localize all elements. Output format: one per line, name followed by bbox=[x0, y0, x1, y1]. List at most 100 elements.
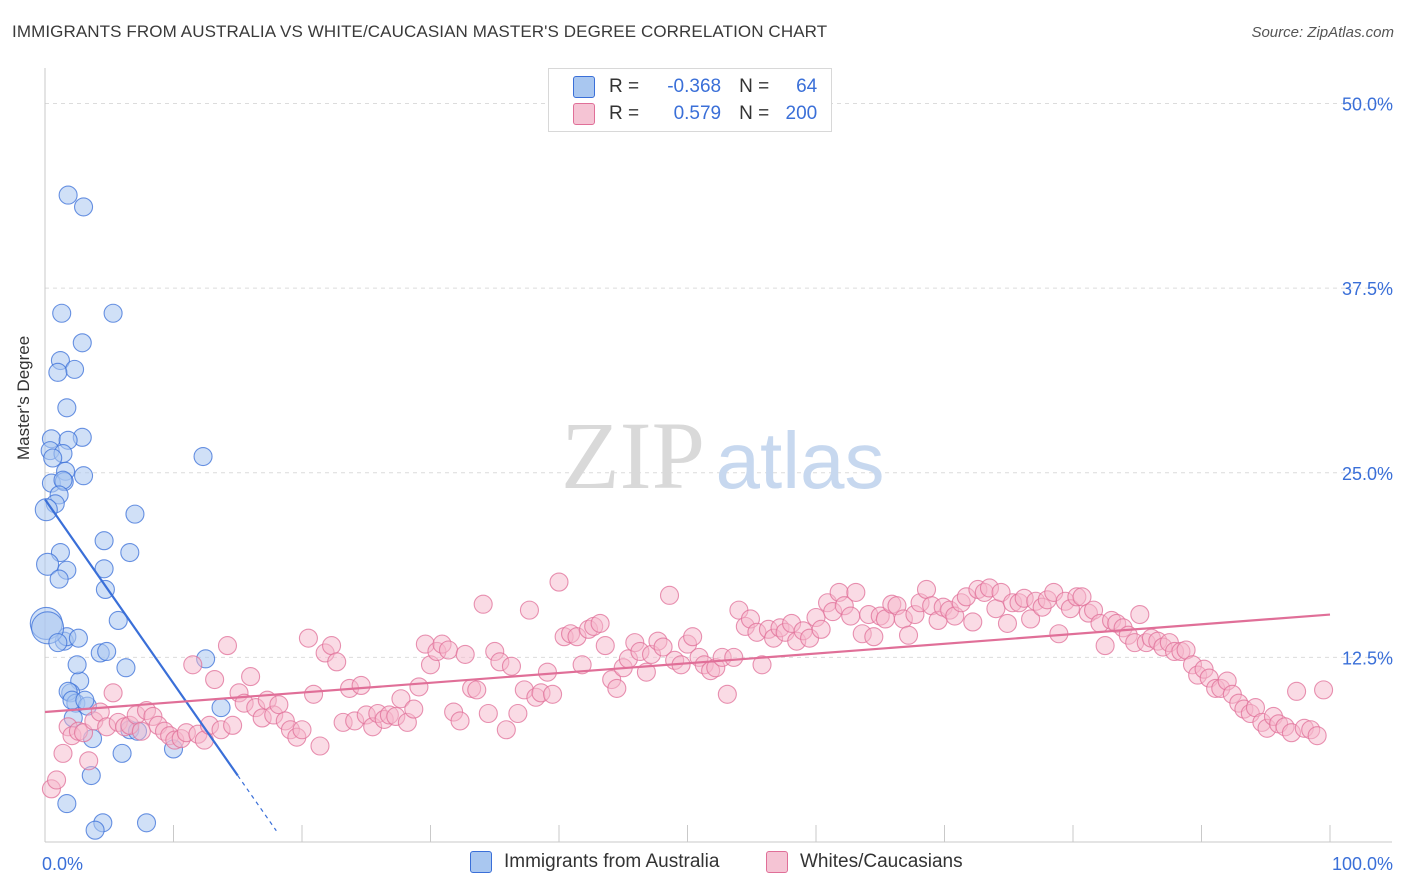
trend-lines bbox=[44, 498, 1331, 832]
point-australia bbox=[57, 398, 77, 418]
point-whites bbox=[304, 684, 324, 704]
point-whites bbox=[467, 680, 487, 700]
watermark-atlas: atlas bbox=[716, 416, 885, 505]
point-whites bbox=[310, 736, 330, 756]
point-whites bbox=[183, 655, 203, 675]
point-whites bbox=[683, 627, 703, 647]
point-australia bbox=[58, 185, 78, 205]
point-australia bbox=[68, 628, 88, 648]
point-australia bbox=[125, 504, 145, 524]
point-whites bbox=[103, 683, 123, 703]
point-whites bbox=[1307, 726, 1327, 746]
point-whites bbox=[131, 721, 151, 741]
point-whites bbox=[409, 677, 429, 697]
point-whites bbox=[450, 711, 470, 731]
point-whites bbox=[724, 647, 744, 667]
point-whites bbox=[549, 572, 569, 592]
point-whites bbox=[455, 644, 475, 664]
watermark-zip: ZIP bbox=[561, 402, 705, 509]
bottom-legend-whites: Whites/Caucasians bbox=[766, 851, 963, 873]
bottom-legend-swatch-blue bbox=[470, 851, 492, 873]
legend-row-australia: R = -0.368 N = 64 bbox=[573, 75, 817, 99]
point-whites bbox=[841, 606, 861, 626]
point-whites bbox=[653, 637, 673, 657]
point-whites bbox=[404, 699, 424, 719]
point-whites bbox=[1314, 680, 1334, 700]
point-australia bbox=[67, 655, 87, 675]
point-whites bbox=[1072, 587, 1092, 607]
point-whites bbox=[1287, 681, 1307, 701]
point-whites bbox=[223, 715, 243, 735]
point-australia bbox=[94, 559, 114, 579]
point-australia bbox=[34, 498, 58, 522]
point-australia bbox=[116, 658, 136, 678]
point-australia bbox=[112, 743, 132, 763]
point-whites bbox=[898, 625, 919, 645]
point-whites bbox=[595, 636, 615, 656]
point-australia bbox=[48, 362, 68, 382]
point-australia bbox=[103, 303, 123, 323]
legend-n-value: 64 bbox=[796, 76, 818, 97]
x-tick-label: 0.0% bbox=[42, 854, 83, 874]
legend-n-value: 200 bbox=[785, 103, 818, 124]
x-tick-label: 100.0% bbox=[1332, 854, 1393, 874]
point-australia bbox=[193, 446, 213, 467]
watermark: ZIP atlas bbox=[561, 402, 884, 509]
point-australia bbox=[120, 542, 140, 563]
point-whites bbox=[508, 703, 528, 724]
point-australia bbox=[108, 610, 128, 631]
legend-r-label: R = bbox=[609, 76, 640, 97]
point-whites bbox=[963, 612, 983, 632]
point-whites bbox=[53, 743, 73, 763]
point-whites bbox=[47, 770, 67, 790]
legend-r-value: 0.579 bbox=[673, 103, 722, 124]
point-whites bbox=[916, 579, 937, 599]
series-whites bbox=[41, 572, 1334, 799]
legend-row-whites: R = 0.579 N = 200 bbox=[573, 102, 817, 126]
point-australia bbox=[94, 531, 114, 551]
point-whites bbox=[501, 656, 522, 676]
point-australia bbox=[49, 569, 69, 589]
y-tick-label: 12.5% bbox=[1342, 648, 1393, 668]
point-whites bbox=[864, 627, 884, 647]
source-label: Source: ZipAtlas.com bbox=[1251, 24, 1394, 41]
point-whites bbox=[391, 689, 411, 709]
point-whites bbox=[327, 652, 347, 672]
point-whites bbox=[1130, 605, 1150, 625]
point-australia bbox=[57, 794, 77, 814]
point-australia bbox=[36, 552, 60, 576]
point-whites bbox=[1021, 609, 1041, 629]
stats-legend: R = -0.368 N = 64 R = 0.579 N = 200 bbox=[548, 68, 832, 132]
point-whites bbox=[997, 613, 1018, 633]
legend-n-label: N = bbox=[739, 103, 770, 124]
point-australia bbox=[136, 813, 157, 833]
point-whites bbox=[607, 678, 627, 698]
point-whites bbox=[79, 751, 99, 771]
legend-r-label: R = bbox=[609, 103, 640, 124]
point-whites bbox=[846, 582, 866, 602]
legend-swatch-pink bbox=[573, 103, 595, 125]
point-whites bbox=[241, 667, 261, 687]
bottom-legend-swatch-pink bbox=[766, 851, 788, 873]
bottom-legend-label: Immigrants from Australia bbox=[504, 851, 720, 872]
point-whites bbox=[1095, 636, 1115, 656]
bottom-legend-label: Whites/Caucasians bbox=[800, 851, 963, 872]
point-whites bbox=[590, 613, 610, 633]
point-australia bbox=[72, 333, 92, 353]
point-australia bbox=[97, 641, 117, 662]
y-tick-label: 50.0% bbox=[1342, 95, 1393, 115]
series-australia bbox=[29, 185, 231, 840]
point-whites bbox=[205, 669, 225, 690]
point-australia bbox=[48, 633, 68, 653]
point-australia bbox=[211, 698, 231, 718]
point-whites bbox=[537, 662, 557, 682]
point-whites bbox=[811, 619, 831, 639]
point-whites bbox=[572, 655, 592, 675]
point-whites bbox=[322, 636, 342, 656]
grid-lines bbox=[45, 103, 1392, 658]
y-tick-label: 25.0% bbox=[1342, 464, 1393, 484]
point-australia bbox=[65, 359, 85, 379]
point-australia bbox=[52, 303, 72, 323]
point-whites bbox=[298, 628, 318, 648]
point-australia bbox=[75, 690, 95, 710]
